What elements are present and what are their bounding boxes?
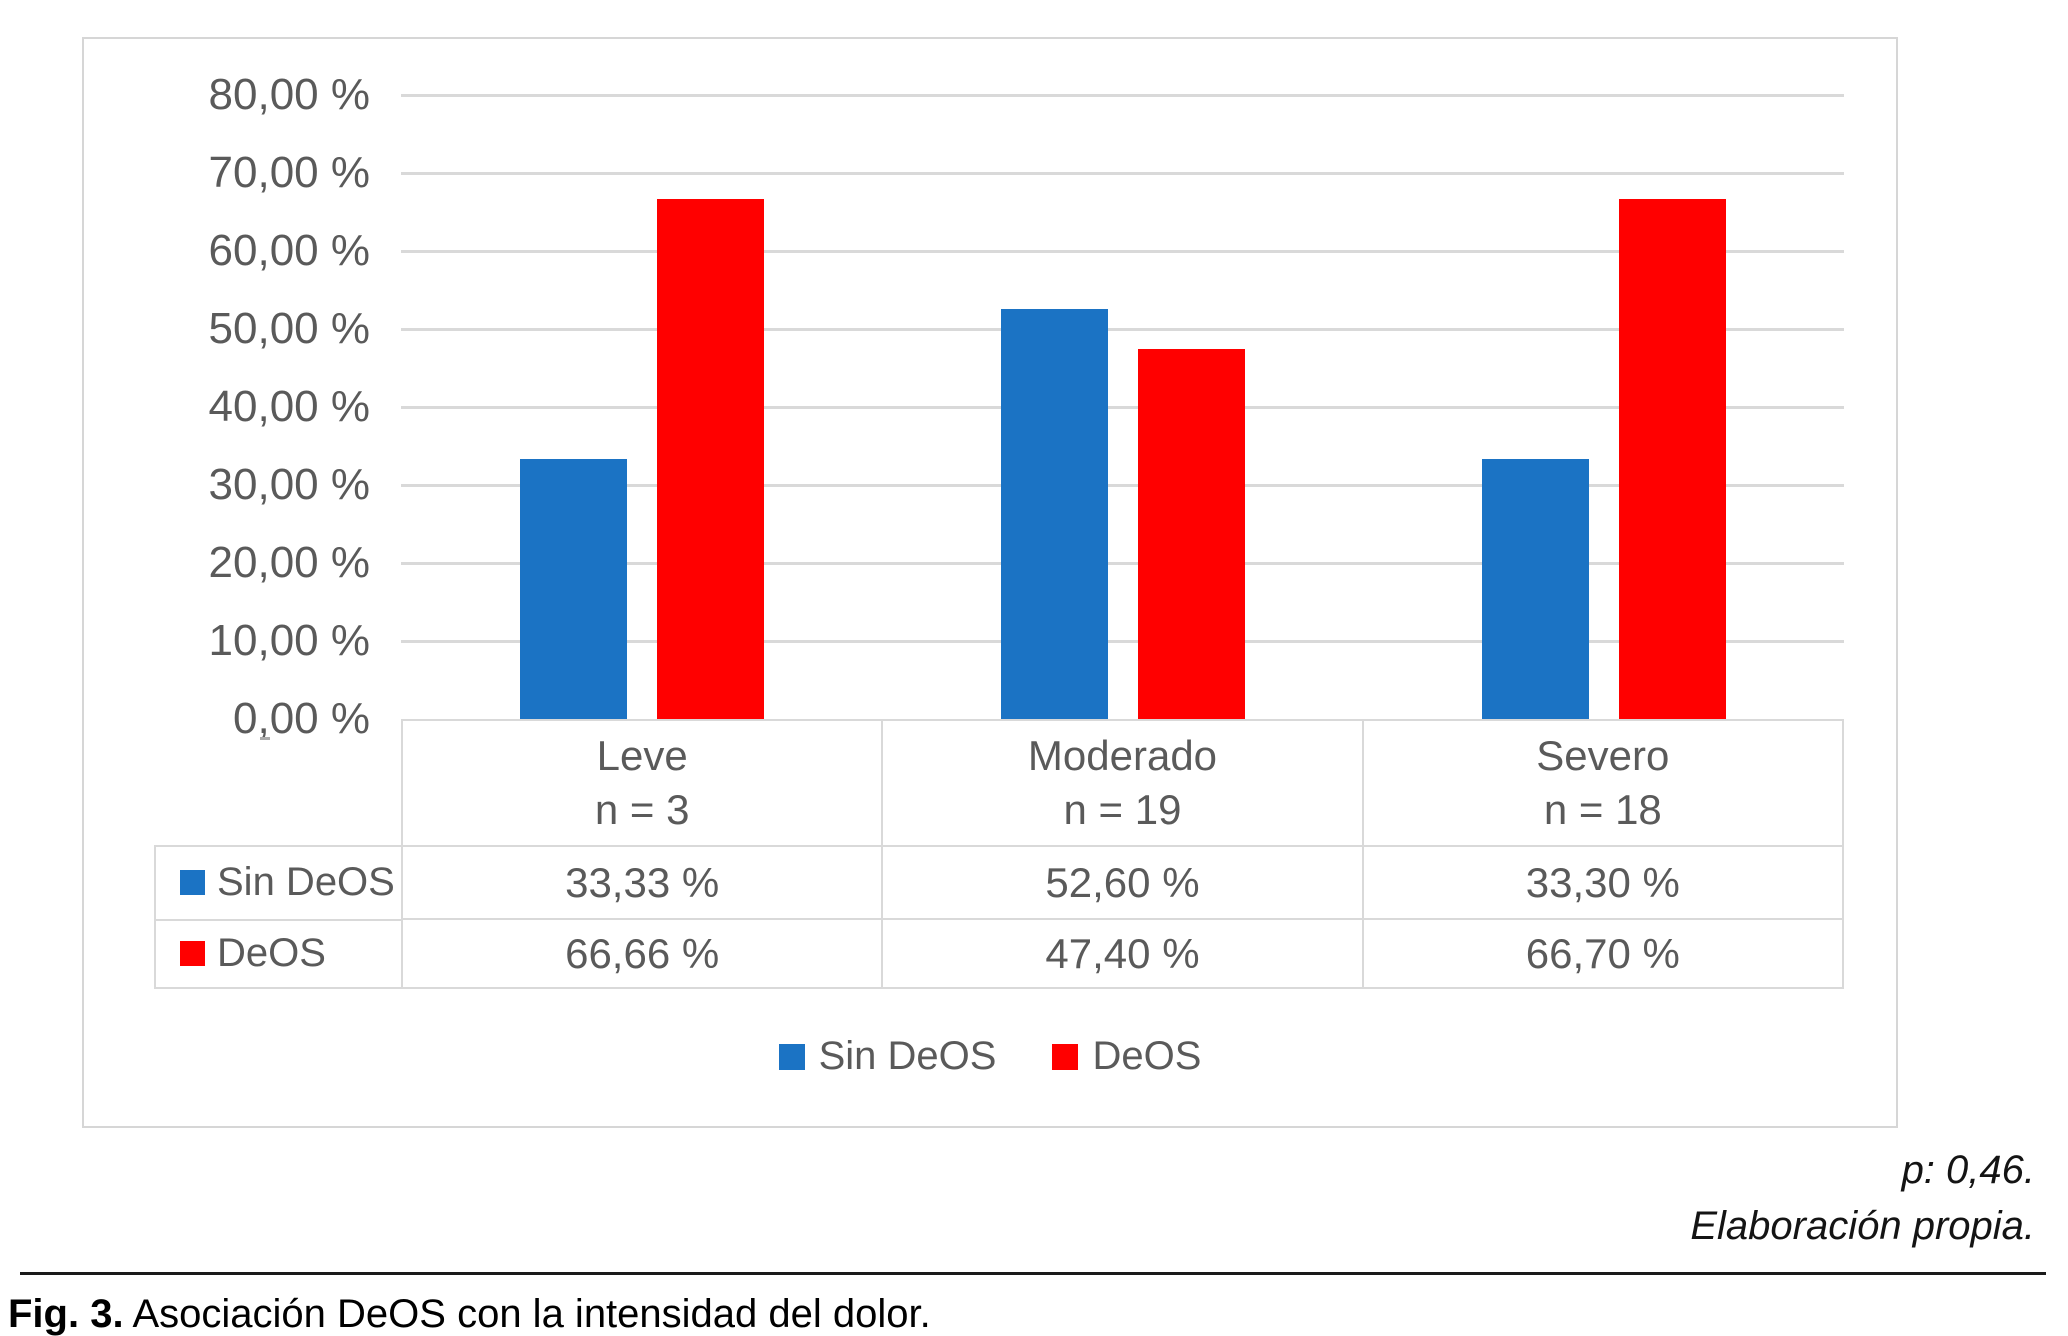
y-axis-tick-label: 50,00 % [208,304,370,353]
bar-deos-moderado [1138,349,1245,719]
y-axis-tick-label: 70,00 % [208,148,370,197]
caption-text: Asociación DeOS con la intensidad del do… [123,1292,931,1336]
category-name: Moderado [1027,732,1218,780]
chart-legend: Sin DeOS DeOS [84,1034,1896,1079]
table-column-severo: Severo n = 18 33,30 % 66,70 % [1361,721,1842,987]
gridline [401,640,1844,643]
y-axis-tick-label: 30,00 % [208,460,370,509]
y-axis-tick-label: 0,00 % [233,694,370,743]
series-label: DeOS [217,931,326,976]
y-axis-tick-label: 80,00 % [208,70,370,119]
category-header: Severo n = 18 [1364,721,1842,845]
legend-label: Sin DeOS [818,1034,997,1078]
sin-deos-legend-key-icon [180,870,205,896]
table-value-deos-leve: 66,66 % [403,918,882,987]
data-table-category-columns: Leve n = 3 33,33 % 66,66 % Moderado n = 19 52,… [401,719,1844,989]
source-note: Elaboración propia. [1690,1204,2035,1248]
series-label: Sin DeOS [217,860,395,905]
caption-label: Fig. 3. [8,1292,124,1336]
gridline [401,94,1844,97]
table-column-leve: Leve n = 3 33,33 % 66,66 % [401,721,882,987]
category-name: Leve [596,732,688,780]
table-row-sin-deos: Sin DeOS [156,847,401,919]
y-axis-tick-label: 40,00 % [208,382,370,431]
bar-deos-leve [657,199,764,719]
deos-legend-key-icon [180,941,205,967]
gridline [401,172,1844,175]
category-n-count: n = 18 [1543,786,1662,834]
category-n-count: n = 19 [1063,786,1182,834]
legend-item-deos: DeOS [1052,1034,1201,1079]
sin-deos-swatch-icon [778,1043,805,1070]
category-n-count: n = 3 [594,786,690,834]
bar-sin-deos-moderado [1001,309,1108,719]
y-axis-tick-label: 60,00 % [208,226,370,275]
table-value-sin-deos-moderado: 52,60 % [883,845,1362,918]
data-table-series-column: Sin DeOS DeOS [154,845,401,989]
bar-sin-deos-severo [1482,459,1589,719]
gridline [401,328,1844,331]
gridline [401,406,1844,409]
deos-swatch-icon [1052,1043,1079,1070]
bar-sin-deos-leve [520,459,627,719]
gridline [401,250,1844,253]
gridline [401,562,1844,565]
table-value-sin-deos-severo: 33,30 % [1363,845,1842,918]
figure-notes: p: 0,46. Elaboración propia. [1690,1142,2035,1254]
table-value-sin-deos-leve: 33,33 % [403,845,882,918]
category-header: Moderado n = 19 [883,721,1361,845]
gridline [401,484,1844,487]
table-row-deos: DeOS [156,918,401,987]
category-header: Leve n = 3 [403,721,881,845]
y-axis-tick-label: 20,00 % [208,538,370,587]
legend-label: DeOS [1092,1034,1202,1078]
category-name: Severo [1536,732,1670,780]
figure-caption: Fig. 3. Asociación DeOS con la intensida… [8,1292,931,1336]
table-value-deos-moderado: 47,40 % [883,918,1362,987]
legend-item-sin-deos: Sin DeOS [778,1034,997,1079]
p-value-note: p: 0,46. [1901,1148,2035,1192]
bar-deos-severo [1619,199,1726,719]
caption-divider [20,1272,2046,1275]
table-value-deos-severo: 66,70 % [1363,918,1842,987]
y-axis-tick-label: 10,00 % [208,616,370,665]
y-axis-minor-tick [260,737,270,740]
table-column-moderado: Moderado n = 19 52,60 % 47,40 % [881,721,1362,987]
chart-container: 80,00 % 70,00 % 60,00 % 50,00 % 40,00 % 30,00… [82,37,1898,1128]
